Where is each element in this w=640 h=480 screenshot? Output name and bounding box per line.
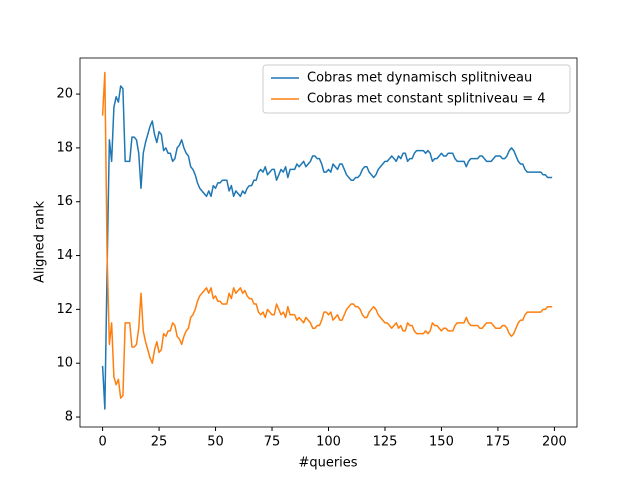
y-tick-label: 16: [56, 194, 73, 209]
plot-frame: [79, 57, 578, 428]
x-tick-label: 175: [486, 435, 511, 450]
y-tick-label: 8: [65, 410, 73, 425]
x-tick-label: 75: [264, 435, 281, 450]
line-series: [101, 71, 553, 399]
y-tick-label: 12: [56, 302, 73, 317]
x-axis-label: #queries: [298, 456, 357, 471]
legend-label: Cobras met constant splitniveau = 4: [307, 92, 546, 107]
y-axis-label: Aligned rank: [33, 200, 48, 283]
y-tick-label: 14: [56, 248, 73, 263]
x-tick-label: 0: [98, 435, 106, 450]
line-series: [101, 85, 553, 410]
x-tick-label: 125: [373, 435, 398, 450]
y-tick-label: 20: [56, 87, 73, 102]
legend-box: [262, 64, 571, 114]
y-tick-label: 18: [56, 140, 73, 155]
x-tick-label: 200: [542, 435, 567, 450]
legend-label: Cobras met dynamisch splitniveau: [307, 71, 532, 86]
y-tick-label: 10: [56, 356, 73, 371]
x-tick-label: 50: [207, 435, 224, 450]
x-tick-label: 150: [429, 435, 454, 450]
x-tick-label: 100: [316, 435, 341, 450]
x-tick-label: 25: [151, 435, 168, 450]
